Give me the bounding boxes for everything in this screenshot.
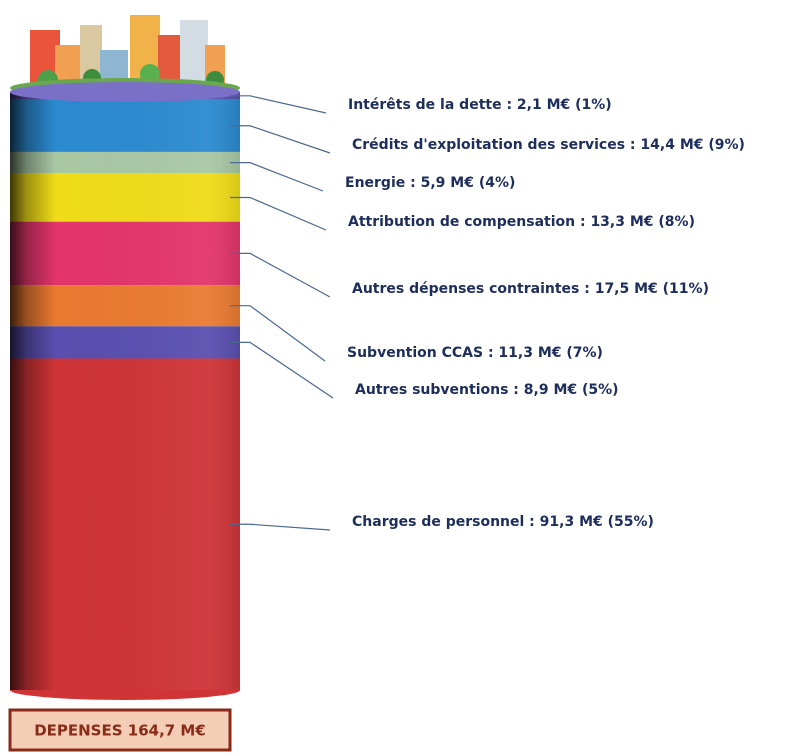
segment-label: Crédits d'exploitation des services : 14… bbox=[352, 137, 745, 153]
leader-line bbox=[230, 95, 327, 114]
leader-line bbox=[230, 523, 331, 531]
total-label: DEPENSES 164,7 M€ bbox=[34, 722, 206, 740]
leader-line bbox=[230, 305, 326, 362]
segment-label: Intérêts de la dette : 2,1 M€ (1%) bbox=[348, 97, 612, 113]
leader-line bbox=[230, 196, 327, 231]
segment-label: Charges de personnel : 91,3 M€ (55%) bbox=[352, 514, 654, 530]
segment-label: Attribution de compensation : 13,3 M€ (8… bbox=[348, 214, 695, 230]
segment-label: Energie : 5,9 M€ (4%) bbox=[345, 175, 515, 191]
total-box bbox=[8, 708, 232, 752]
segment-label: Autres dépenses contraintes : 17,5 M€ (1… bbox=[352, 281, 709, 297]
leader-line bbox=[230, 252, 331, 298]
cylinder-top bbox=[10, 82, 240, 102]
cylinder-shading bbox=[10, 92, 240, 690]
segment-label: Autres subventions : 8,9 M€ (5%) bbox=[355, 382, 619, 398]
leader-line bbox=[230, 162, 324, 192]
leader-line bbox=[230, 341, 334, 399]
leader-line bbox=[230, 125, 331, 154]
segment-label: Subvention CCAS : 11,3 M€ (7%) bbox=[347, 345, 603, 361]
